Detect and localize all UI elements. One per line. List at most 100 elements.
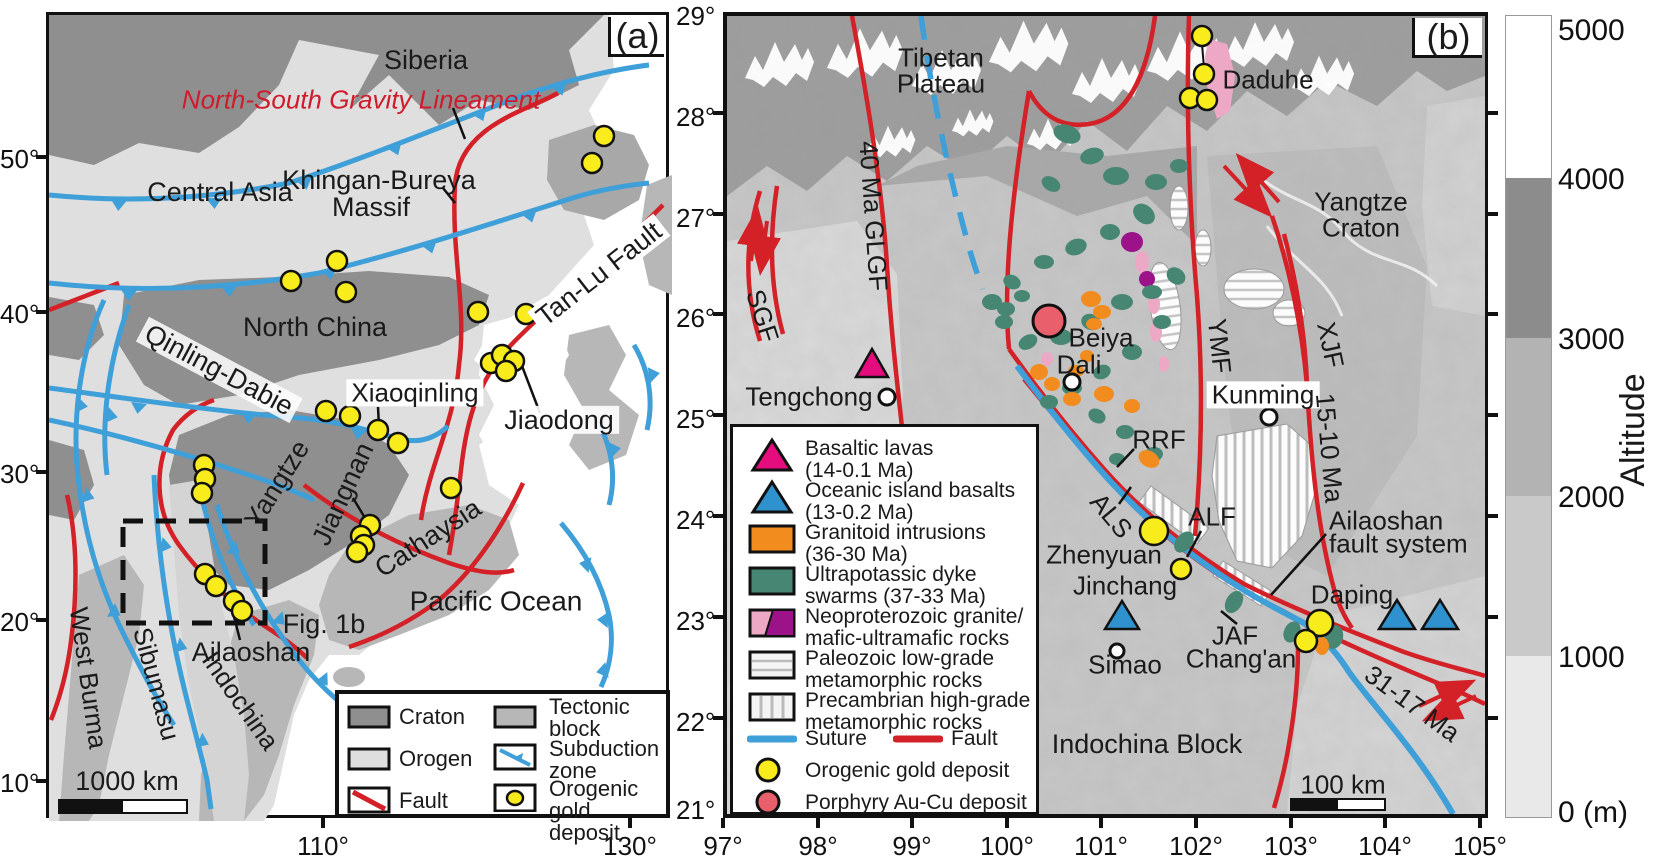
cbar-2000-1000: [1506, 496, 1551, 656]
paleozoic-symbol: [748, 650, 796, 680]
porphyry-deposit-symbol: [755, 789, 781, 815]
lat-b-22: 22°: [676, 707, 716, 737]
scale-bar-b: [1290, 798, 1386, 811]
legend-a-fault: Fault: [399, 788, 448, 813]
subduction-zone-swatch: [493, 743, 537, 771]
legend-b-paleozoic: Paleozoic low-grade metamorphic rocks: [805, 647, 995, 692]
lat-b-26: 26°: [676, 303, 716, 333]
neoproterozoic-symbol: [748, 608, 796, 638]
cbar-5000-4000: [1506, 16, 1551, 178]
panel-a-tag: (a): [608, 15, 664, 57]
tick-a-50: [36, 155, 46, 159]
tick-a-10: [36, 779, 46, 783]
colorbar-title: Altitude: [1614, 373, 1653, 487]
lon-b-105: 105°: [1453, 831, 1507, 859]
dashed-suture: [918, 16, 986, 291]
cbar-tick-0: 0 (m): [1558, 796, 1628, 829]
panel-b-tag: (b): [1412, 16, 1482, 58]
lat-b-23: 23°: [676, 606, 716, 636]
sutures-b: [1014, 364, 1456, 814]
panel-a: Siberia North-South Gravity Lineament Ce…: [46, 12, 672, 844]
panel-b-map-canvas: [727, 16, 1485, 814]
neoproterozoic-units: [1041, 39, 1235, 372]
cbar-tick-2000: 2000: [1558, 481, 1625, 514]
gold-zhenyuan: [1138, 515, 1170, 547]
lon-b-101: 101°: [1074, 831, 1128, 859]
fig1b-study-area-box: [120, 518, 268, 626]
legend-b-granitoid: Granitoid intrusions (36-30 Ma): [805, 521, 986, 566]
city-circles: [877, 372, 1279, 660]
sea-regions: [479, 315, 569, 475]
orogenic-gold-deposits-a: [190, 124, 616, 623]
gold-jinchang: [1169, 557, 1193, 581]
lon-b-97: 97°: [703, 831, 743, 859]
lat-a-50: 50°: [0, 144, 40, 174]
basaltic-lavas-symbol: [750, 437, 794, 472]
precambrian-symbol: [748, 692, 796, 722]
legend-a-craton: Craton: [399, 704, 466, 729]
lon-b-104: 104°: [1358, 831, 1412, 859]
cbar-tick-3000: 3000: [1558, 323, 1625, 356]
lon-a-130: 130°: [603, 831, 657, 859]
orogen-swatch: [347, 747, 391, 771]
lat-b-29: 29°: [676, 1, 716, 31]
gold-changan: [1293, 628, 1319, 654]
cbar-tick-5000: 5000: [1558, 14, 1625, 47]
altitude-colorbar: [1505, 15, 1552, 818]
cbar-tick-1000: 1000: [1558, 641, 1625, 674]
tick-a-30: [36, 470, 46, 474]
tick-a-20: [36, 618, 46, 622]
lon-b-100: 100°: [980, 831, 1034, 859]
legend-a-orogen: Orogen: [399, 746, 473, 771]
cbar-1000-0: [1506, 656, 1551, 817]
lat-a-40: 40°: [0, 299, 40, 329]
orogenic-gold-deposits-b: [1138, 24, 1335, 654]
lon-b-99: 99°: [892, 831, 932, 859]
lon-b-98: 98°: [798, 831, 838, 859]
lat-a-20: 20°: [0, 607, 40, 637]
legend-b-oib: Oceanic island basalts (13-0.2 Ma): [805, 479, 1016, 524]
legend-b-ultrapotassic: Ultrapotassic dyke swarms (37-33 Ma): [805, 563, 986, 608]
tick-a-40: [36, 310, 46, 314]
craton-swatch: [347, 705, 391, 729]
city-simao: [1108, 642, 1126, 660]
gold-deposit-symbol: [755, 757, 781, 783]
porphyry-deposit-beiya: [1031, 303, 1067, 339]
suture-symbol: [747, 735, 797, 743]
legend-b: Basaltic lavas (14-0.1 Ma) Oceanic island…: [730, 424, 1039, 815]
lat-b-24: 24°: [676, 505, 716, 535]
legend-a-subduction: Subduction zone: [549, 736, 660, 783]
legend-b-neoproterozoic: Neoproterozoic granite/mafic-ultramafic …: [805, 605, 1024, 650]
city-tengchong: [877, 387, 897, 407]
legend-b-gold: Orogenic gold deposit: [805, 759, 1010, 782]
ultrapotassic-dyke-swarms: [982, 124, 1344, 649]
legend-b-porphyry: Porphyry Au-Cu deposit: [805, 791, 1027, 814]
panel-b: Tibetan Plateau 40 Ma GLGF SGF Tengchong…: [723, 12, 1488, 818]
legend-b-fault: Fault: [951, 727, 998, 750]
city-dali: [1062, 372, 1082, 392]
cbar-4000-3000: [1506, 178, 1551, 338]
scale-bar-a: [58, 799, 188, 814]
lat-b-27: 27°: [676, 203, 716, 233]
lon-a-110: 110°: [297, 831, 349, 859]
cbar-3000-2000: [1506, 338, 1551, 496]
pointer-lines-b: [1116, 448, 1327, 625]
lat-b-21: 21°: [676, 795, 716, 825]
lat-b-28: 28°: [676, 102, 716, 132]
basaltic-lava-triangles: [853, 346, 891, 379]
legend-a: Craton Tectonic block Orogen Subduction zo…: [335, 690, 670, 844]
tick-a-130: [628, 818, 632, 828]
deposits-and-cities: [853, 24, 1461, 660]
cbar-tick-4000: 4000: [1558, 163, 1625, 196]
oib-symbol: [750, 479, 794, 514]
lat-a-10: 10°: [0, 768, 40, 798]
granitoid-symbol: [748, 524, 796, 554]
lon-b-103: 103°: [1264, 831, 1318, 859]
legend-a-gold: Orogenic gold deposit: [549, 776, 639, 845]
granitoid-intrusions: [1030, 291, 1329, 655]
gold-daping: [1305, 608, 1335, 638]
ultrapotassic-symbol: [748, 566, 796, 596]
tectonic-block-swatch: [493, 705, 537, 729]
legend-b-precambrian: Precambrian high-grade metamorphic rocks: [805, 689, 1031, 734]
